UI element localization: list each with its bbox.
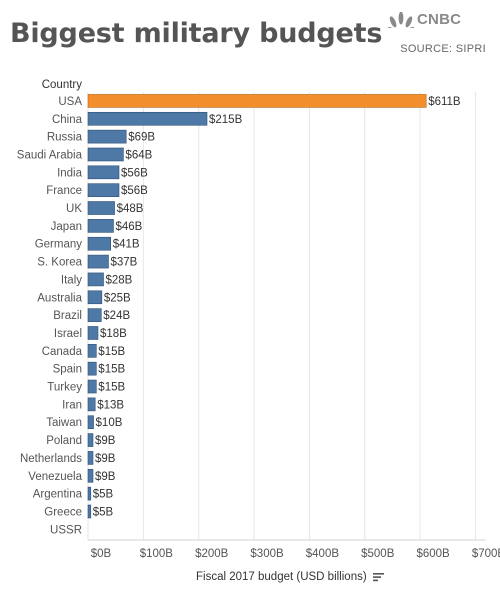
bar-spain[interactable]	[87, 361, 97, 376]
bar-iran[interactable]	[87, 397, 96, 412]
x-tick-label: $700B	[472, 548, 500, 560]
bar-argentina[interactable]	[87, 486, 92, 501]
value-label: $15B	[98, 364, 125, 376]
bar-japan[interactable]	[87, 219, 114, 233]
category-label: Poland	[46, 435, 82, 447]
x-tick-label: $100B	[140, 548, 174, 560]
value-label: $37B	[110, 257, 137, 269]
x-tick-label: $0B	[91, 548, 112, 560]
value-label: $9B	[95, 453, 116, 465]
bar-india[interactable]	[87, 165, 120, 180]
category-label: India	[57, 167, 83, 179]
value-label: $24B	[103, 310, 130, 322]
bar-brazil[interactable]	[87, 308, 102, 322]
category-label: Germany	[35, 239, 83, 251]
category-label: Spain	[53, 364, 82, 376]
category-label: Venezuela	[28, 471, 82, 483]
value-label: $69B	[128, 132, 155, 144]
category-label: S. Korea	[37, 257, 82, 269]
category-label: USA	[58, 96, 82, 108]
category-label: Brazil	[53, 310, 82, 322]
category-label: Canada	[42, 346, 83, 358]
cnbc-logo: CNBC	[388, 11, 461, 28]
value-label: $5B	[93, 506, 114, 518]
category-label: Netherlands	[20, 453, 82, 465]
bar-germany[interactable]	[87, 236, 111, 251]
value-label: $5B	[93, 489, 114, 501]
value-label: $46B	[115, 221, 142, 233]
category-label: Italy	[61, 274, 82, 286]
bar-poland[interactable]	[87, 433, 94, 447]
value-label: $10B	[96, 417, 123, 429]
category-label: China	[52, 114, 83, 126]
bar-israel[interactable]	[87, 326, 99, 340]
bar-russia[interactable]	[87, 129, 127, 144]
x-tick-label: $600B	[416, 548, 450, 560]
value-label: $9B	[95, 471, 116, 483]
bar-venezuela[interactable]	[87, 468, 94, 483]
chart-title: Biggest military budgets	[10, 18, 383, 49]
category-label: USSR	[50, 524, 82, 536]
x-tick-label: $500B	[361, 548, 395, 560]
value-label: $28B	[105, 274, 132, 286]
category-label: Saudi Arabia	[17, 149, 83, 161]
source-label: SOURCE: SIPRI	[400, 43, 486, 55]
peacock-icon	[388, 11, 414, 28]
bar-taiwan[interactable]	[87, 415, 94, 430]
value-label: $56B	[121, 167, 148, 179]
value-label: $13B	[97, 399, 124, 411]
value-label: $25B	[104, 292, 131, 304]
bar-china[interactable]	[87, 111, 208, 126]
category-label: Taiwan	[46, 417, 82, 429]
value-label: $15B	[98, 346, 125, 358]
category-label: France	[46, 185, 82, 197]
logo-text: CNBC	[417, 11, 462, 28]
value-label: $611B	[428, 96, 461, 108]
category-label: Turkey	[47, 382, 82, 394]
bar-usa[interactable]	[87, 94, 427, 108]
bar-saudi-arabia[interactable]	[87, 147, 124, 162]
value-label: $56B	[121, 185, 148, 197]
bar-netherlands[interactable]	[87, 451, 94, 465]
category-label: Greece	[44, 506, 82, 518]
value-label: $215B	[209, 114, 243, 126]
bar-france[interactable]	[87, 183, 120, 197]
bar-australia[interactable]	[87, 290, 103, 305]
x-tick-label: $300B	[250, 548, 284, 560]
value-label: $41B	[113, 239, 140, 251]
category-label: UK	[66, 203, 82, 215]
sort-icon[interactable]	[372, 572, 385, 582]
bar-turkey[interactable]	[87, 379, 97, 394]
category-label: Australia	[37, 292, 82, 304]
bar-italy[interactable]	[87, 272, 104, 287]
category-label: Argentina	[33, 489, 83, 501]
value-label: $15B	[98, 382, 125, 394]
bar-uk[interactable]	[87, 201, 115, 215]
category-label: Iran	[62, 399, 82, 411]
value-label: $64B	[125, 149, 152, 161]
value-label: $9B	[95, 435, 116, 447]
category-label: Israel	[54, 328, 82, 340]
category-label: Japan	[51, 221, 82, 233]
value-label: $18B	[100, 328, 127, 340]
category-label: Russia	[47, 132, 83, 144]
x-axis-title: Fiscal 2017 budget (USD billions)	[196, 571, 367, 583]
value-label: $48B	[117, 203, 144, 215]
category-header: Country	[42, 79, 83, 91]
bar-greece[interactable]	[87, 504, 92, 519]
x-axis-title-group: Fiscal 2017 budget (USD billions)	[196, 571, 385, 583]
bar-s-korea[interactable]	[87, 254, 109, 269]
x-tick-label: $200B	[195, 548, 229, 560]
bar-canada[interactable]	[87, 344, 97, 358]
x-tick-label: $400B	[306, 548, 340, 560]
